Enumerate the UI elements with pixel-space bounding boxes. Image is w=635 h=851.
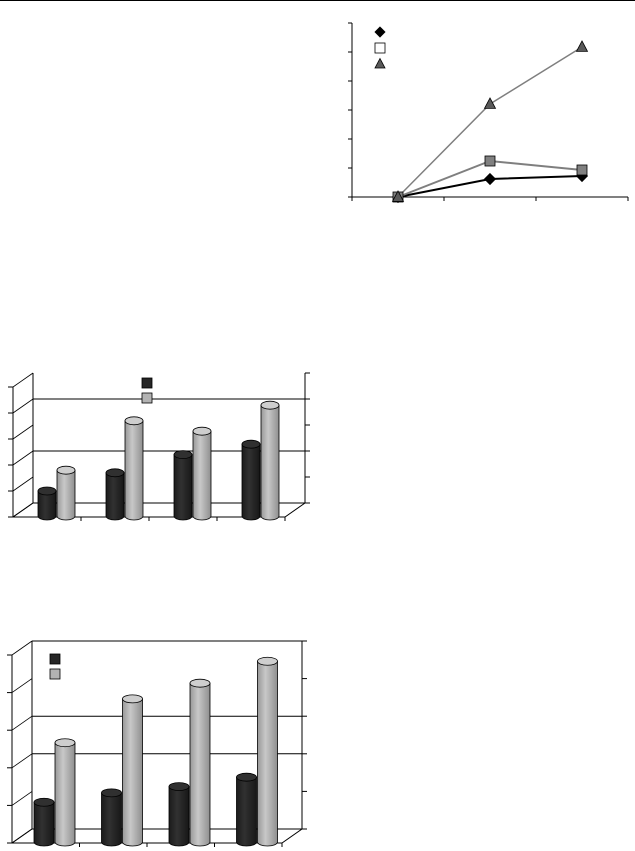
legend-marker [374, 57, 386, 69]
bar-body [168, 786, 190, 847]
bar [33, 797, 55, 847]
wall-diagonal [12, 424, 34, 440]
bar [236, 772, 257, 847]
bar-top [37, 486, 57, 496]
bar-top [122, 694, 143, 704]
bar [257, 656, 278, 847]
wall-diagonal [12, 398, 34, 414]
bar-top [54, 738, 76, 748]
bar-body [192, 430, 212, 521]
legend-marker [374, 42, 386, 54]
bar [124, 416, 144, 521]
wall-diagonal [11, 715, 33, 731]
bar [189, 678, 211, 847]
bar-body [260, 404, 280, 521]
line-chart [348, 22, 629, 204]
wall-diagonal [11, 640, 33, 656]
bar-chart-1 [8, 372, 310, 521]
bar [241, 439, 261, 521]
bar-top [124, 416, 144, 426]
bar-top [33, 797, 55, 807]
wall-diagonal [11, 753, 33, 769]
legend-swatch [49, 653, 61, 665]
data-point [575, 40, 589, 52]
bar-body [54, 742, 76, 847]
bar-body [236, 776, 257, 847]
bar-top [168, 782, 190, 792]
bar-top [192, 426, 212, 436]
wall-diagonal [11, 791, 33, 806]
wall-diagonal [12, 476, 34, 492]
bar-body [189, 682, 211, 847]
data-point [483, 172, 497, 186]
bar [37, 486, 57, 521]
bar [260, 400, 280, 521]
bar-body [37, 490, 57, 521]
bar-body [101, 792, 122, 847]
data-point [484, 155, 496, 167]
bar-top [105, 468, 125, 478]
bar [105, 468, 125, 521]
bar [192, 426, 212, 521]
bar-top [189, 678, 211, 688]
page-top-rule [0, 0, 635, 1]
bar-body [33, 801, 55, 847]
bar-body [173, 454, 193, 521]
bar-top [101, 788, 122, 798]
bar [168, 782, 190, 847]
bar-body [241, 443, 261, 521]
bar [56, 465, 76, 521]
bar-chart-2 [7, 640, 307, 847]
bar-body [257, 660, 278, 847]
legend-swatch [141, 392, 153, 404]
bar-top [241, 439, 261, 449]
bar [101, 788, 122, 847]
legend-swatch [49, 668, 61, 680]
bar-top [236, 772, 257, 782]
bar-top [56, 465, 76, 475]
legend-swatch [141, 377, 153, 389]
wall-diagonal [11, 828, 33, 844]
bar-top [173, 450, 193, 459]
bar-body [122, 698, 143, 847]
wall-diagonal [12, 372, 34, 388]
bar-top [260, 400, 280, 410]
bar-body [56, 469, 76, 521]
wall-diagonal [11, 678, 33, 693]
bar-top [257, 656, 278, 666]
wall-diagonal [12, 450, 34, 466]
data-point [576, 164, 588, 176]
bar-body [124, 420, 144, 521]
bar [173, 450, 193, 521]
data-point [483, 97, 497, 109]
bar [54, 738, 76, 847]
bar-body [105, 472, 125, 521]
data-point [391, 190, 405, 202]
bar [122, 694, 143, 847]
legend-marker [374, 26, 386, 38]
wall-diagonal [12, 502, 34, 518]
